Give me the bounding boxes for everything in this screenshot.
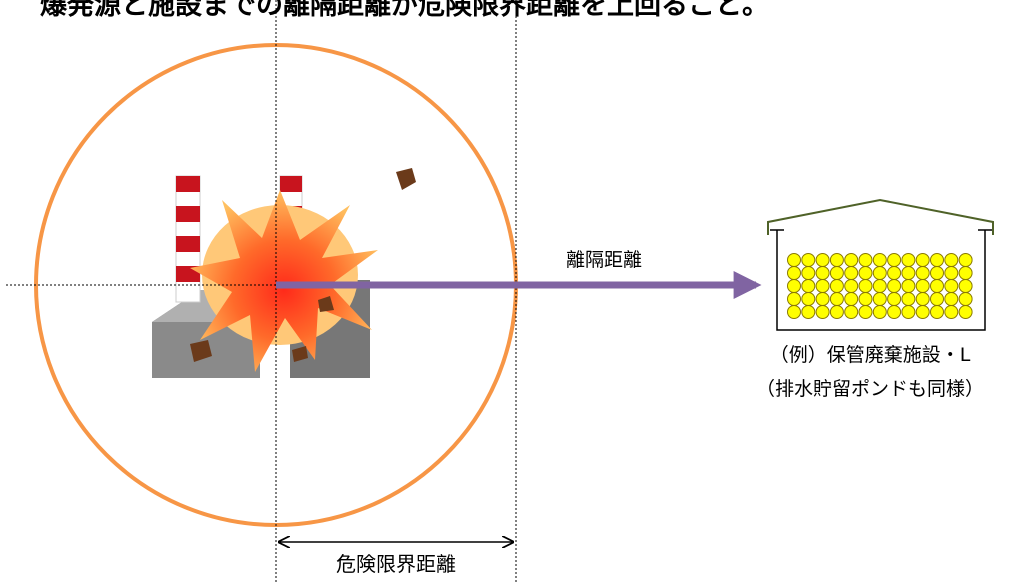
waste-drum xyxy=(872,266,887,280)
waste-drum xyxy=(872,279,887,293)
waste-drum xyxy=(887,305,902,319)
waste-drum xyxy=(787,305,801,319)
waste-drum xyxy=(915,253,930,267)
waste-drum xyxy=(915,266,930,280)
waste-drum xyxy=(787,292,801,306)
waste-drum xyxy=(901,305,916,319)
waste-drum xyxy=(815,266,830,280)
waste-drum xyxy=(858,266,873,280)
waste-drum xyxy=(844,305,859,319)
waste-drum xyxy=(829,279,844,293)
waste-drum xyxy=(944,279,959,293)
waste-drum xyxy=(815,279,830,293)
waste-drum xyxy=(901,253,916,267)
waste-drum xyxy=(944,266,959,280)
waste-drum xyxy=(815,253,830,267)
waste-drum xyxy=(944,305,959,319)
waste-drum xyxy=(787,253,801,267)
waste-drum xyxy=(958,305,973,319)
waste-drum xyxy=(887,279,902,293)
waste-drum xyxy=(930,279,944,293)
waste-drum xyxy=(887,253,902,267)
waste-drum xyxy=(930,266,944,280)
waste-drum xyxy=(801,279,816,293)
explosion-illustration xyxy=(152,168,416,378)
waste-drum xyxy=(844,292,859,306)
waste-drum xyxy=(858,279,873,293)
waste-drum xyxy=(958,266,973,280)
waste-drum xyxy=(901,292,916,306)
waste-drum xyxy=(958,292,973,306)
waste-drum xyxy=(858,253,873,267)
waste-drum xyxy=(915,279,930,293)
waste-drum xyxy=(829,292,844,306)
waste-drum xyxy=(829,266,844,280)
waste-drum xyxy=(901,266,916,280)
waste-drum xyxy=(858,305,873,319)
waste-drum xyxy=(944,253,959,267)
waste-drum xyxy=(915,292,930,306)
waste-drum xyxy=(829,253,844,267)
waste-drum xyxy=(930,305,944,319)
waste-drum xyxy=(801,266,816,280)
waste-drum xyxy=(872,253,887,267)
facility-note: （排水貯留ポンドも同様） xyxy=(756,378,984,400)
facility-label: （例）保管廃棄施設・L xyxy=(770,344,971,366)
waste-drum xyxy=(944,292,959,306)
waste-drum xyxy=(887,292,902,306)
waste-drum xyxy=(801,253,816,267)
waste-drum xyxy=(901,279,916,293)
waste-drum xyxy=(887,266,902,280)
waste-drum xyxy=(958,279,973,293)
waste-drum xyxy=(787,279,801,293)
waste-drum xyxy=(815,305,830,319)
waste-drum xyxy=(801,292,816,306)
waste-drum xyxy=(801,305,816,319)
waste-drum xyxy=(872,292,887,306)
facility xyxy=(767,198,994,331)
title: 爆発源と施設までの離隔距離が危険限界距離を上回ること。 xyxy=(40,0,769,21)
waste-drum xyxy=(787,266,801,280)
waste-drum xyxy=(844,253,859,267)
waste-drum xyxy=(872,305,887,319)
waste-drum xyxy=(815,292,830,306)
waste-drum xyxy=(829,305,844,319)
waste-drum xyxy=(858,292,873,306)
waste-drum xyxy=(930,253,944,267)
separation-label: 離隔距離 xyxy=(566,249,642,271)
waste-drum xyxy=(844,279,859,293)
waste-drum xyxy=(915,305,930,319)
waste-drum xyxy=(930,292,944,306)
danger-distance-label: 危険限界距離 xyxy=(336,552,456,576)
waste-drum xyxy=(958,253,973,267)
waste-drum xyxy=(844,266,859,280)
